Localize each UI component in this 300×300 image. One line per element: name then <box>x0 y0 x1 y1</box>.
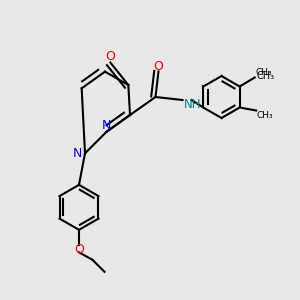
Text: N: N <box>73 147 82 160</box>
Text: N: N <box>102 119 111 132</box>
Text: CH₃: CH₃ <box>256 71 274 81</box>
Text: O: O <box>105 50 115 63</box>
Text: CH₃: CH₃ <box>257 110 273 119</box>
Text: CH₃: CH₃ <box>255 68 272 77</box>
Text: NH: NH <box>184 98 202 111</box>
Text: O: O <box>74 243 84 256</box>
Text: O: O <box>154 60 164 73</box>
